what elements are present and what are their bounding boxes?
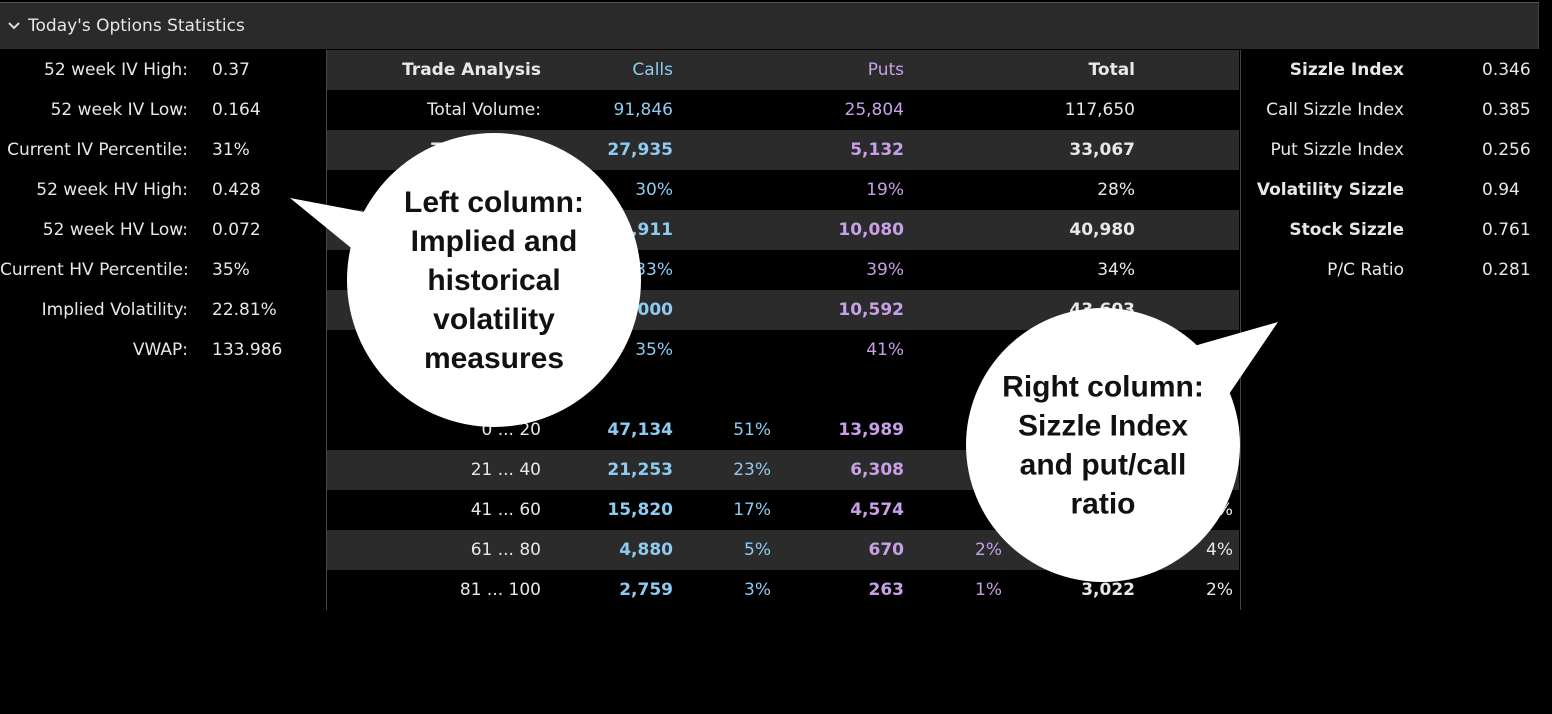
table-cell: 41%: [866, 340, 904, 360]
stat-value: 0.761: [1482, 220, 1531, 240]
stat-value: 0.94: [1482, 180, 1520, 200]
stat-value: 0.346: [1482, 60, 1531, 80]
table-cell: 35%: [635, 340, 673, 360]
stat-value: 0.164: [212, 100, 261, 120]
table-cell: 263: [868, 580, 905, 600]
table-cell: Total Volume:: [426, 100, 541, 120]
stat-label: 52 week IV Low:: [50, 100, 188, 120]
table-cell: 13,989: [838, 420, 904, 440]
section-title: Today's Options Statistics: [28, 16, 245, 36]
table-cell: 10,080: [838, 220, 904, 240]
table-cell: 6,308: [850, 460, 904, 480]
callout-text: Sizzle Index: [1018, 410, 1188, 443]
table-cell: ,000: [631, 300, 673, 320]
table-cell: 25,804: [844, 100, 904, 120]
section-header[interactable]: Today's Options Statistics: [0, 2, 1539, 49]
table-cell: 27,935: [607, 140, 673, 160]
table-cell: 21,253: [607, 460, 673, 480]
callout-text: historical: [427, 264, 560, 297]
callout-text: Left column:: [404, 186, 584, 219]
table-cell: 2%: [1206, 580, 1233, 600]
callout-text: measures: [424, 342, 564, 375]
table-cell: 117,650: [1064, 100, 1135, 120]
row-stripe: [327, 50, 1239, 90]
stat-label: 52 week HV Low:: [42, 220, 188, 240]
table-cell: 4,880: [619, 540, 673, 560]
table-cell: 4%: [1206, 540, 1233, 560]
table-cell: 15,820: [607, 500, 673, 520]
table-cell: 5,132: [850, 140, 904, 160]
table-cell: 39%: [866, 260, 904, 280]
collapse-icon: [8, 22, 20, 30]
stat-label: Volatility Sizzle: [1256, 180, 1404, 200]
callout-tail: [1180, 322, 1278, 400]
table-cell: 33%: [635, 260, 673, 280]
divider: [326, 50, 327, 610]
table-cell: 51%: [733, 420, 771, 440]
stat-value: 0.385: [1482, 100, 1531, 120]
table-cell: 1%: [975, 580, 1002, 600]
table-cell: 41 ... 60: [470, 500, 541, 520]
stat-label: Current IV Percentile:: [7, 140, 188, 160]
stat-value: 133.986: [212, 340, 283, 360]
table-cell: 91,846: [613, 100, 673, 120]
stat-label: Call Sizzle Index: [1266, 100, 1404, 120]
table-cell: 2,759: [619, 580, 673, 600]
stat-value: 0.428: [212, 180, 261, 200]
stat-value: 0.37: [212, 60, 250, 80]
stat-label: Put Sizzle Index: [1270, 140, 1404, 160]
table-cell: 40,980: [1069, 220, 1135, 240]
callout-text: volatility: [433, 303, 555, 336]
stat-label: Stock Sizzle: [1289, 220, 1404, 240]
table-cell: 17%: [733, 500, 771, 520]
table-cell: Calls: [632, 60, 673, 80]
stat-label: Sizzle Index: [1289, 60, 1404, 80]
table-cell: 30%: [635, 180, 673, 200]
table-cell: 5%: [744, 540, 771, 560]
table-cell: 34%: [1097, 260, 1135, 280]
stat-label: Implied Volatility:: [41, 300, 188, 320]
table-cell: 28%: [1097, 180, 1135, 200]
stat-label: P/C Ratio: [1327, 260, 1404, 280]
stat-value: 0.256: [1482, 140, 1531, 160]
table-cell: 21 ... 40: [470, 460, 541, 480]
table-cell: Total: [1088, 60, 1135, 80]
stat-label: VWAP:: [132, 340, 188, 360]
stat-value: 0.072: [212, 220, 261, 240]
callout-text: Right column:: [1002, 371, 1204, 404]
callout-bubble: [966, 308, 1240, 582]
stat-value: 35%: [212, 260, 250, 280]
table-cell: 81 ... 100: [459, 580, 541, 600]
callout-text: ratio: [1070, 488, 1135, 521]
table-cell: 23%: [733, 460, 771, 480]
table-cell: 61 ... 80: [470, 540, 541, 560]
stat-value: 0.281: [1482, 260, 1531, 280]
table-cell: 33,067: [1069, 140, 1135, 160]
stat-value: 22.81%: [212, 300, 277, 320]
callout-text: Implied and: [411, 225, 578, 258]
table-cell: Trade Analysis: [402, 60, 541, 80]
callout-text: and put/call: [1020, 449, 1187, 482]
stat-label: 52 week HV High:: [36, 180, 188, 200]
stat-label: 52 week IV High:: [44, 60, 188, 80]
table-cell: 2%: [975, 540, 1002, 560]
callout-bubble: [347, 133, 641, 427]
table-cell: 3,022: [1081, 580, 1135, 600]
table-cell: 19%: [866, 180, 904, 200]
divider: [1240, 50, 1241, 610]
table-cell: 4,574: [850, 500, 904, 520]
table-cell: 47,134: [607, 420, 673, 440]
table-cell: 3%: [744, 580, 771, 600]
stat-label: Current HV Percentile:: [0, 260, 189, 280]
table-cell: Puts: [867, 60, 904, 80]
stat-value: 31%: [212, 140, 250, 160]
table-cell: 10,592: [838, 300, 904, 320]
table-cell: 670: [868, 540, 905, 560]
